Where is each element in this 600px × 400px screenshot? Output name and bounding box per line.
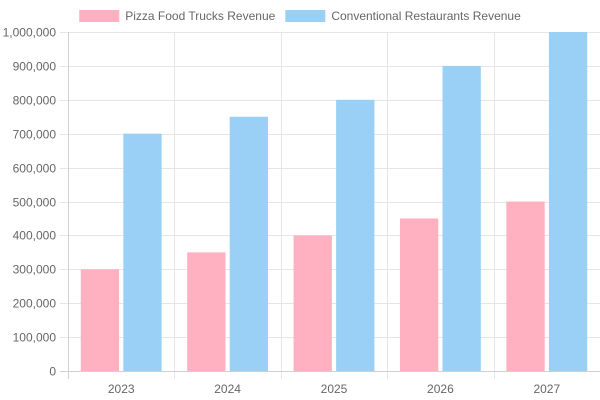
legend-label: Conventional Restaurants Revenue [331, 9, 521, 23]
bar-pizza-food-trucks-2026[interactable] [399, 218, 439, 371]
legend-swatch [285, 10, 326, 22]
x-tick-label: 2023 [108, 382, 135, 396]
x-tick-label: 2026 [427, 382, 454, 396]
y-tick-label: 500,000 [13, 196, 57, 210]
axes [60, 32, 600, 379]
x-axis-tick-labels: 2023 2024 2025 2026 2027 [108, 382, 561, 396]
bar-conventional-restaurants-2023[interactable] [123, 133, 162, 371]
legend-item-pizza-food-trucks[interactable]: Pizza Food Trucks Revenue [79, 9, 276, 23]
y-axis-tick-labels: 0 100,000 200,000 300,000 400,000 500,000 600,… [3, 26, 57, 379]
y-tick-label: 900,000 [13, 60, 57, 74]
legend-label: Pizza Food Trucks Revenue [125, 9, 275, 23]
bar-conventional-restaurants-2024[interactable] [229, 116, 269, 371]
bar-conventional-restaurants-2025[interactable] [336, 99, 375, 372]
legend: Pizza Food Trucks Revenue Conventional Re… [79, 9, 521, 23]
x-tick-label: 2025 [321, 382, 348, 396]
bar-pizza-food-trucks-2024[interactable] [187, 252, 226, 371]
x-tick-label: 2027 [533, 382, 560, 396]
y-tick-label: 200,000 [13, 297, 57, 311]
y-tick-label: 600,000 [13, 162, 57, 176]
y-tick-label: 400,000 [13, 229, 57, 243]
y-tick-label: 300,000 [13, 263, 57, 277]
legend-swatch [79, 10, 120, 22]
y-tick-label: 1,000,000 [3, 26, 57, 40]
bar-conventional-restaurants-2026[interactable] [442, 65, 481, 372]
y-tick-label: 100,000 [13, 331, 57, 345]
x-tick-label: 2024 [214, 382, 241, 396]
legend-item-conventional-restaurants[interactable]: Conventional Restaurants Revenue [285, 9, 521, 23]
bar-pizza-food-trucks-2023[interactable] [80, 269, 120, 371]
bars [80, 32, 588, 372]
bar-pizza-food-trucks-2027[interactable] [506, 201, 545, 372]
y-tick-label: 700,000 [13, 128, 57, 142]
bar-pizza-food-trucks-2025[interactable] [293, 235, 332, 371]
y-tick-label: 0 [49, 365, 56, 379]
bar-conventional-restaurants-2027[interactable] [548, 32, 588, 371]
y-tick-label: 800,000 [13, 94, 57, 108]
